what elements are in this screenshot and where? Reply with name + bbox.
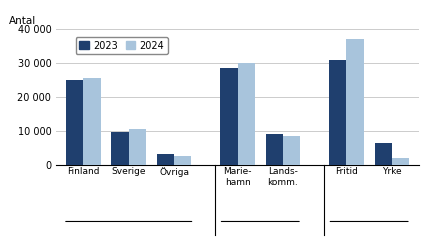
Bar bbox=[66, 80, 83, 165]
Bar bbox=[283, 136, 300, 165]
Bar bbox=[111, 132, 129, 165]
Legend: 2023, 2024: 2023, 2024 bbox=[76, 37, 168, 54]
Bar bbox=[157, 154, 174, 165]
Bar bbox=[83, 78, 101, 165]
Bar bbox=[129, 129, 146, 165]
Text: Antal: Antal bbox=[9, 16, 36, 26]
Bar bbox=[220, 68, 238, 165]
Bar bbox=[392, 159, 409, 165]
Bar bbox=[375, 143, 392, 165]
Bar bbox=[266, 134, 283, 165]
Bar bbox=[174, 156, 191, 165]
Bar bbox=[329, 60, 346, 165]
Bar bbox=[346, 39, 364, 165]
Bar bbox=[238, 63, 255, 165]
